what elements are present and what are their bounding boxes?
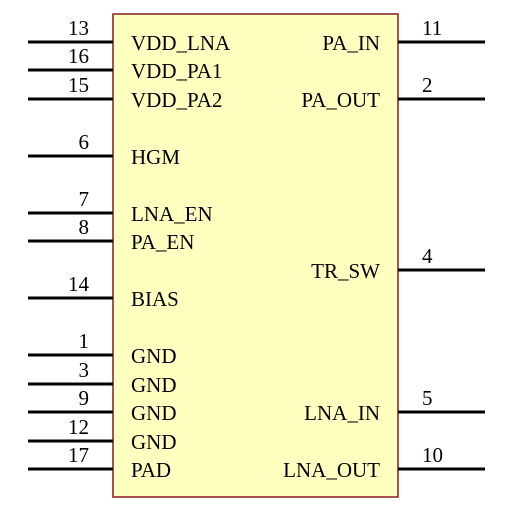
pin-name: GND — [131, 373, 177, 397]
pin-number: 7 — [79, 187, 90, 211]
left-pin-17: 17 PAD — [28, 443, 171, 482]
pin-number: 10 — [422, 443, 443, 467]
left-pin-1: 1 GND — [28, 329, 177, 368]
pin-name: GND — [131, 401, 177, 425]
left-pin-16: 16 VDD_PA1 — [28, 44, 222, 83]
right-pin-4: 4 TR_SW — [311, 244, 485, 283]
pin-number: 13 — [68, 16, 89, 40]
pin-number: 14 — [68, 272, 90, 296]
pin-number: 11 — [422, 16, 442, 40]
pin-number: 1 — [79, 329, 90, 353]
right-pin-11: 11 PA_IN — [322, 16, 485, 55]
left-pin-3: 3 GND — [28, 358, 177, 397]
pin-number: 2 — [422, 73, 433, 97]
pin-name: LNA_EN — [131, 202, 213, 226]
pin-name: GND — [131, 344, 177, 368]
pin-name: LNA_OUT — [283, 458, 380, 482]
pin-name: PA_EN — [131, 230, 194, 254]
pin-number: 15 — [68, 73, 89, 97]
pin-name: LNA_IN — [304, 401, 380, 425]
left-pin-8: 8 PA_EN — [28, 215, 194, 254]
left-pin-12: 12 GND — [28, 415, 177, 454]
pin-number: 17 — [68, 443, 89, 467]
right-pin-2: 2 PA_OUT — [301, 73, 485, 112]
pin-name: PA_OUT — [301, 88, 380, 112]
pin-number: 9 — [79, 386, 90, 410]
right-pin-5: 5 LNA_IN — [304, 386, 485, 425]
right-pin-10: 10 LNA_OUT — [283, 443, 485, 482]
pin-number: 3 — [79, 358, 90, 382]
left-pin-15: 15 VDD_PA2 — [28, 73, 222, 112]
pin-number: 8 — [79, 215, 90, 239]
pin-name: BIAS — [131, 287, 179, 311]
pin-name: VDD_PA1 — [131, 59, 222, 83]
pin-number: 5 — [422, 386, 433, 410]
left-pin-13: 13 VDD_LNA — [28, 16, 231, 55]
pin-number: 4 — [422, 244, 433, 268]
pin-name: PA_IN — [322, 31, 380, 55]
pin-name: PAD — [131, 458, 171, 482]
pin-name: TR_SW — [311, 259, 380, 283]
component-body — [112, 13, 399, 498]
pin-number: 16 — [68, 44, 89, 68]
pin-number: 12 — [68, 415, 89, 439]
pin-name: GND — [131, 430, 177, 454]
left-pin-7: 7 LNA_EN — [28, 187, 213, 226]
left-pin-6: 6 HGM — [28, 130, 180, 169]
pin-number: 6 — [79, 130, 90, 154]
pin-name: VDD_LNA — [131, 31, 231, 55]
pin-name: VDD_PA2 — [131, 88, 222, 112]
left-pin-14: 14 BIAS — [28, 272, 179, 311]
pin-name: HGM — [131, 145, 180, 169]
left-pin-9: 9 GND — [28, 386, 177, 425]
